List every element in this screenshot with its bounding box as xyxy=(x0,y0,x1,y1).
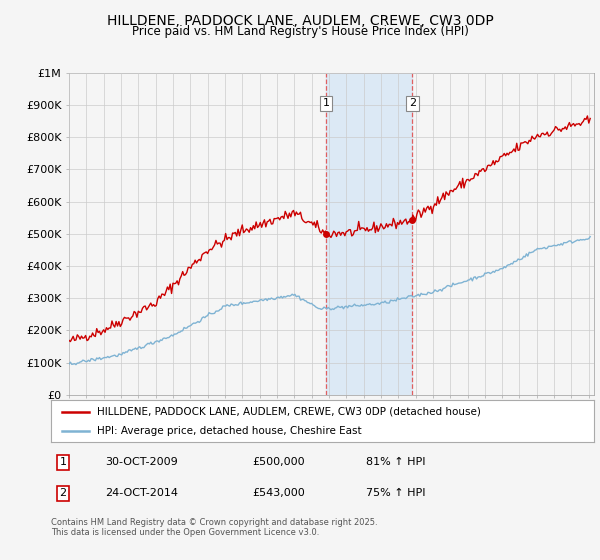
Text: £543,000: £543,000 xyxy=(252,488,305,498)
Text: £500,000: £500,000 xyxy=(252,457,305,467)
Text: 24-OCT-2014: 24-OCT-2014 xyxy=(106,488,178,498)
Text: HILLDENE, PADDOCK LANE, AUDLEM, CREWE, CW3 0DP: HILLDENE, PADDOCK LANE, AUDLEM, CREWE, C… xyxy=(107,14,493,28)
Text: 2: 2 xyxy=(59,488,67,498)
Text: HILLDENE, PADDOCK LANE, AUDLEM, CREWE, CW3 0DP (detached house): HILLDENE, PADDOCK LANE, AUDLEM, CREWE, C… xyxy=(97,407,481,417)
Text: 1: 1 xyxy=(322,99,329,109)
Text: Price paid vs. HM Land Registry's House Price Index (HPI): Price paid vs. HM Land Registry's House … xyxy=(131,25,469,38)
Text: 75% ↑ HPI: 75% ↑ HPI xyxy=(366,488,425,498)
Text: Contains HM Land Registry data © Crown copyright and database right 2025.
This d: Contains HM Land Registry data © Crown c… xyxy=(51,518,377,538)
Text: 81% ↑ HPI: 81% ↑ HPI xyxy=(366,457,425,467)
Text: HPI: Average price, detached house, Cheshire East: HPI: Average price, detached house, Ches… xyxy=(97,426,362,436)
Bar xyxy=(326,73,412,395)
Text: 30-OCT-2009: 30-OCT-2009 xyxy=(106,457,178,467)
Text: 1: 1 xyxy=(59,457,67,467)
Text: 2: 2 xyxy=(409,99,416,109)
